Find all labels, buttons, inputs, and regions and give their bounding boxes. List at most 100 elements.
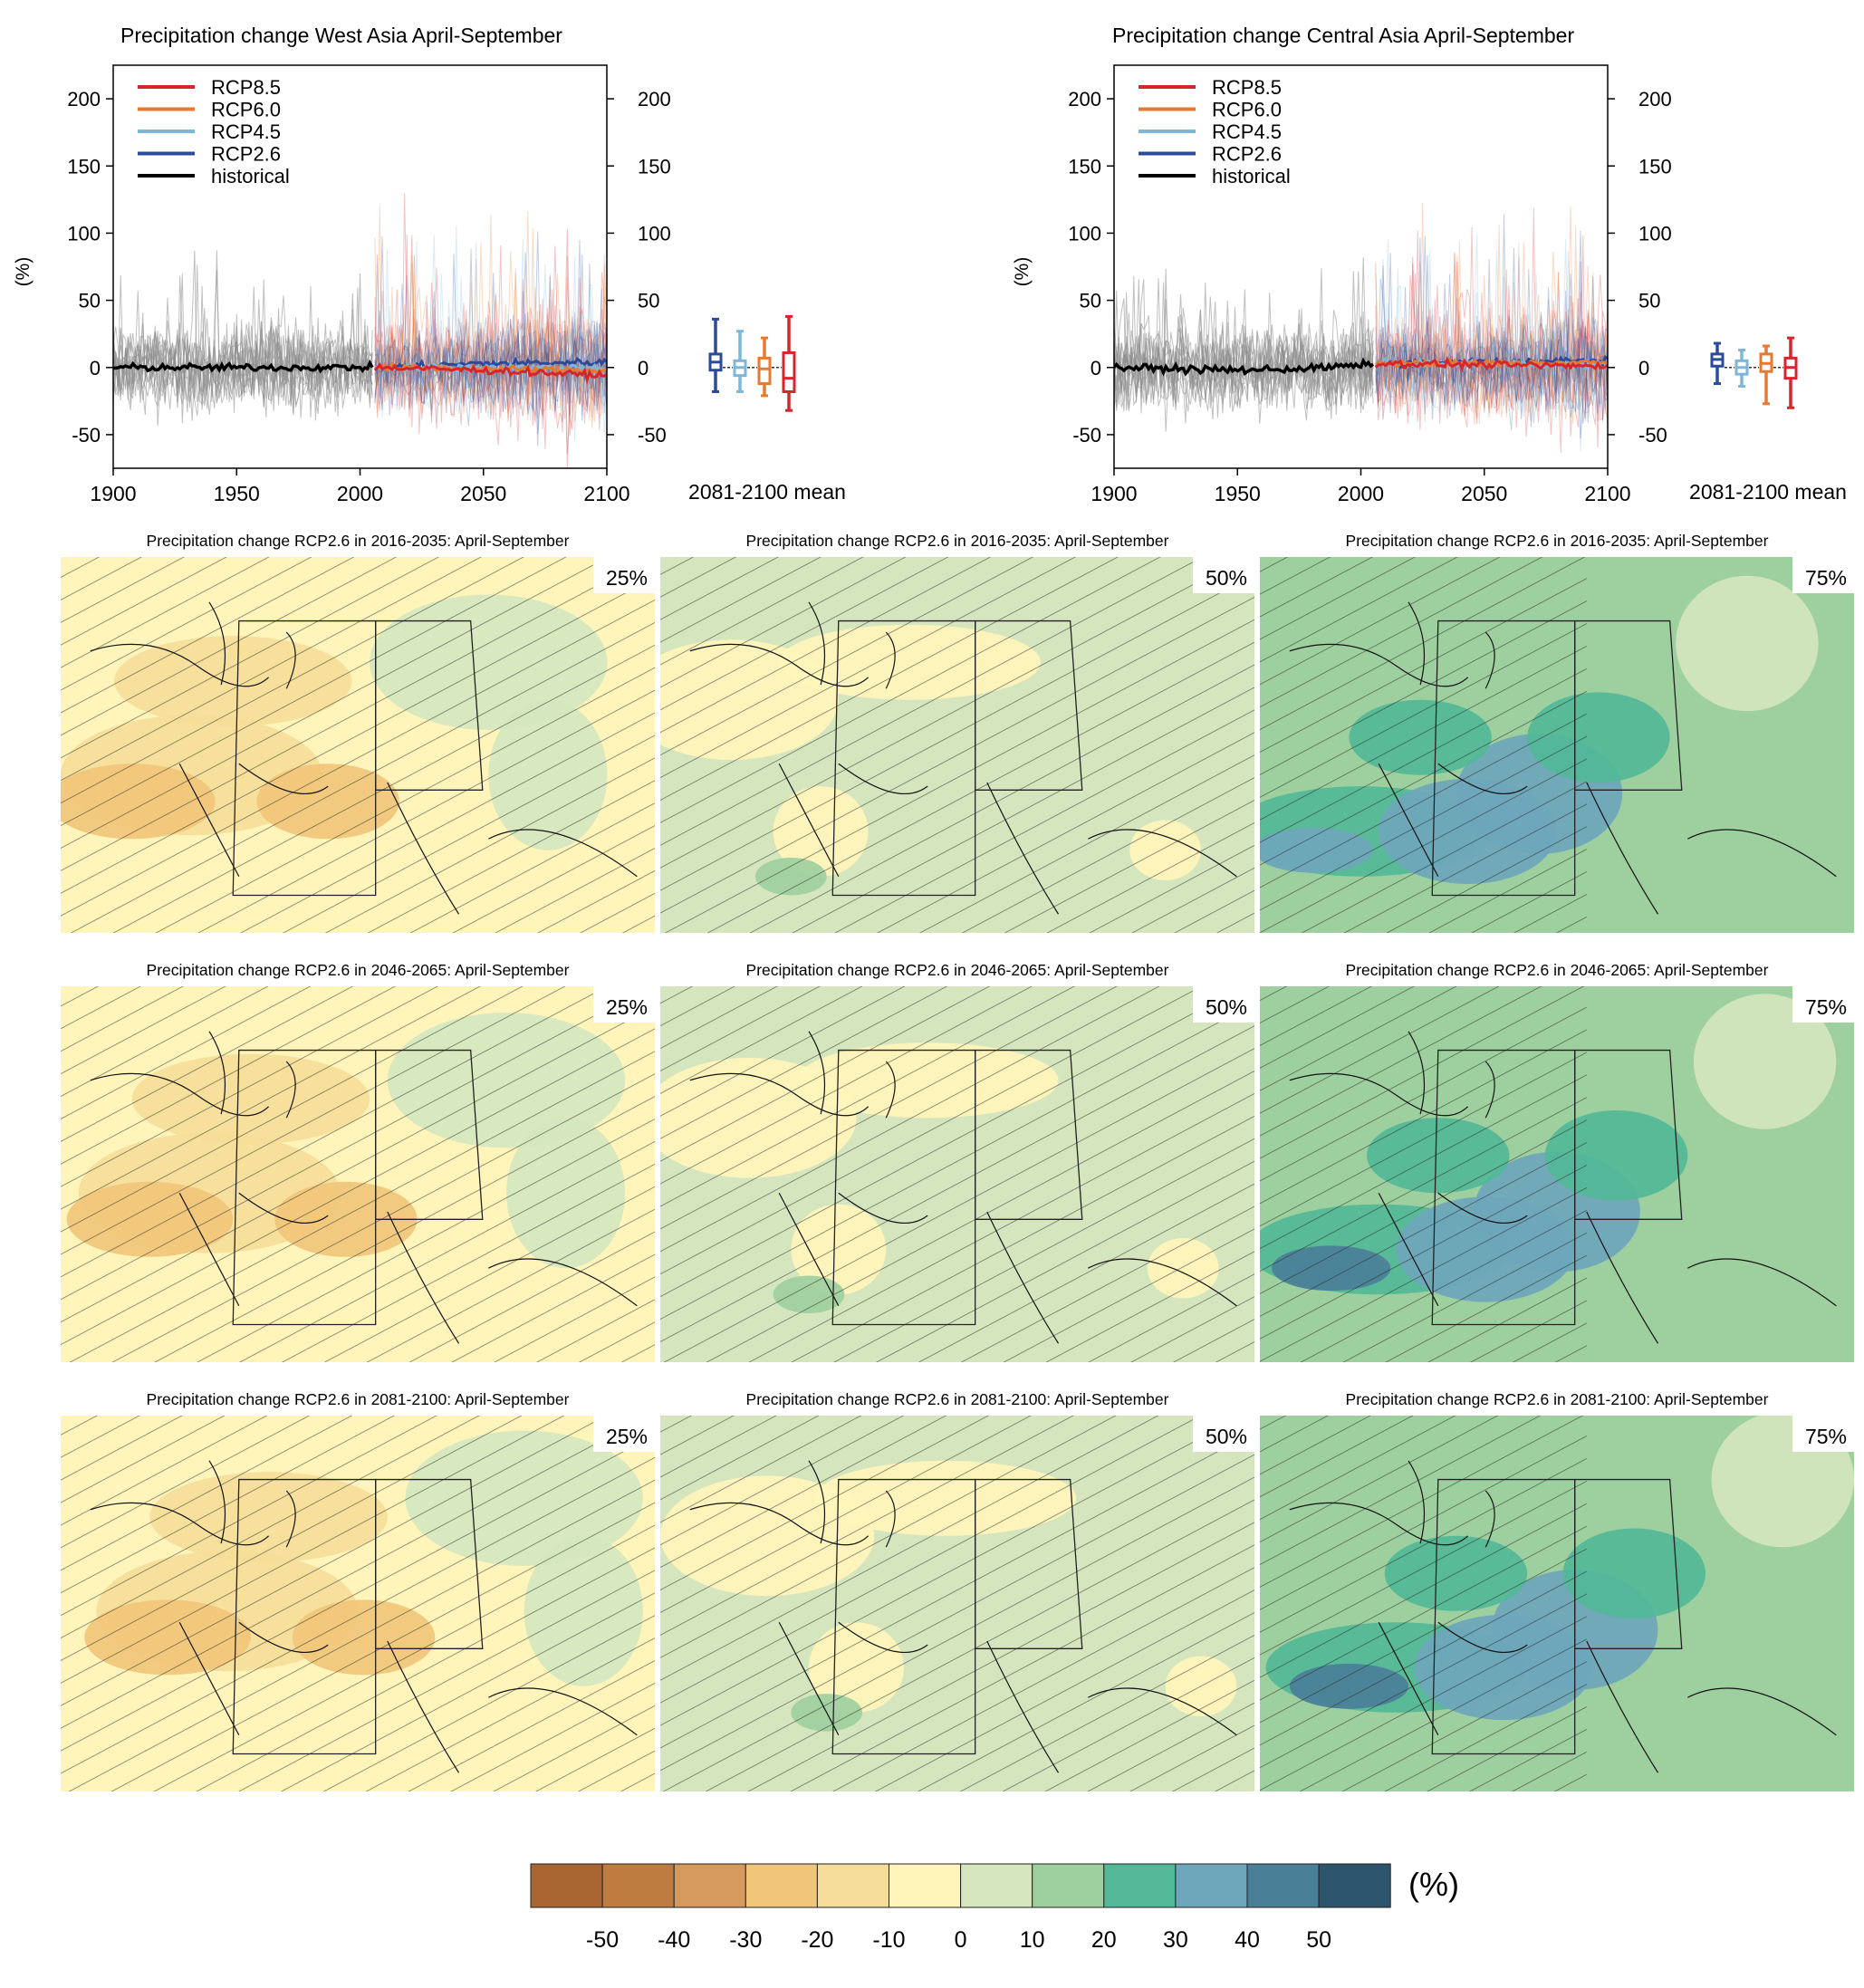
- timeseries-central-asia: Precipitation change Central Asia April-…: [1012, 24, 1847, 505]
- RCP2.6-member-line: [1375, 235, 1608, 420]
- x-tick-label: 2100: [1584, 482, 1630, 505]
- region-box-west-asia: [1431, 619, 1576, 897]
- historical-member-line: [113, 285, 373, 416]
- legend-label: RCP4.5: [211, 120, 281, 143]
- map-panel: Precipitation change RCP2.6 in 2046-2065…: [660, 961, 1254, 1362]
- colorbar-cell: [1318, 1863, 1391, 1908]
- percentile-label-bg: [593, 557, 655, 593]
- map-title: Precipitation change RCP2.6 in 2016-2035…: [746, 532, 1169, 550]
- legend-label: RCP8.5: [1212, 76, 1282, 99]
- colorbar-tick-label: -40: [658, 1927, 690, 1953]
- y-tick-label-right: 50: [638, 290, 659, 312]
- region-box-central-asia: [1574, 1478, 1683, 1649]
- RCP8.5-member-line: [1375, 263, 1608, 421]
- map-title: Precipitation change RCP2.6 in 2046-2065…: [746, 961, 1169, 979]
- RCP2.6-member-line: [374, 235, 607, 418]
- historical-member-line: [113, 325, 373, 418]
- y-tick-label-left: 150: [1068, 155, 1101, 178]
- y-tick-label-left: 200: [1068, 88, 1101, 110]
- coastline: [1289, 601, 1837, 915]
- percentile-label-bg: [1193, 557, 1254, 593]
- map-contour-region: [1676, 575, 1819, 712]
- coastline: [1289, 1460, 1837, 1773]
- x-tick-label: 2000: [1338, 482, 1384, 505]
- RCP8.5-mean-line: [373, 362, 607, 385]
- RCP4.5-member-line: [1375, 234, 1608, 423]
- coastline: [90, 601, 638, 915]
- region-box-west-asia: [1431, 1478, 1576, 1755]
- RCP8.5-member-line: [1375, 256, 1608, 436]
- map-hatching: [1260, 557, 1587, 933]
- region-box-west-asia: [1431, 1049, 1576, 1326]
- map-contour-region: [1693, 994, 1837, 1129]
- historical-mean-line: [1114, 357, 1375, 377]
- RCP8.5-member-line: [1375, 230, 1608, 437]
- y-tick-label-right: 100: [1638, 222, 1672, 245]
- percentile-label: 25%: [606, 1425, 648, 1448]
- y-tick-label-left: 200: [67, 88, 101, 110]
- map-hatching: [61, 557, 655, 933]
- map-field: [660, 557, 1254, 933]
- map-title: Precipitation change RCP2.6 in 2081-2100…: [746, 1390, 1169, 1408]
- RCP8.5-member-line: [1375, 269, 1608, 448]
- colorbar-cell: [673, 1863, 746, 1908]
- colorbar-tick-label: 10: [1020, 1927, 1045, 1953]
- map-hatching: [1260, 1416, 1587, 1791]
- map-field: [660, 1416, 1254, 1791]
- RCP6.0-member-line: [1375, 224, 1608, 416]
- RCP6.0-mean-line: [374, 361, 607, 376]
- colorbar-tick-label: 20: [1091, 1927, 1117, 1953]
- colorbar-tick-label: 30: [1163, 1927, 1188, 1953]
- colorbar-unit: (%): [1408, 1866, 1459, 1903]
- percentile-label-bg: [1792, 557, 1854, 593]
- y-tick-label-right: 150: [1638, 155, 1672, 178]
- historical-member-line: [113, 250, 373, 418]
- RCP4.5-member-line: [374, 235, 607, 435]
- percentile-label: 25%: [606, 566, 648, 590]
- map-panel: Precipitation change RCP2.6 in 2081-2100…: [61, 1390, 655, 1791]
- y-tick-label-left: 100: [1068, 222, 1101, 245]
- region-box-west-asia: [232, 1049, 377, 1326]
- historical-member-line: [1114, 278, 1374, 412]
- region-box-central-asia: [375, 1478, 484, 1649]
- legend-label: RCP2.6: [211, 143, 281, 166]
- ts-title: Precipitation change West Asia April-Sep…: [120, 24, 562, 47]
- coastline: [689, 1460, 1237, 1773]
- percentile-label: 50%: [1206, 995, 1247, 1019]
- y-tick-label-right: 150: [638, 155, 671, 178]
- coastline: [689, 601, 1237, 915]
- y-tick-label-left: 50: [79, 290, 101, 312]
- map-grid: Precipitation change RCP2.6 in 2016-2035…: [61, 532, 1854, 1791]
- map-contour-region: [1562, 1528, 1705, 1619]
- region-box-central-asia: [1574, 619, 1683, 791]
- map-hatching: [61, 986, 655, 1362]
- y-tick-label-right: 50: [1638, 290, 1660, 312]
- y-tick-label-right: 100: [638, 222, 671, 245]
- percentile-label: 75%: [1805, 566, 1847, 590]
- region-box-west-asia: [831, 619, 976, 897]
- region-box-west-asia: [232, 1478, 377, 1755]
- RCP8.5-box: [782, 351, 796, 393]
- map-field: [1260, 1416, 1854, 1791]
- map-panel: Precipitation change RCP2.6 in 2016-2035…: [660, 532, 1254, 933]
- x-tick-label: 1950: [1215, 482, 1261, 505]
- RCP2.6-member-line: [374, 272, 607, 447]
- RCP4.5-member-line: [1375, 243, 1608, 417]
- ts-ensemble: [1114, 202, 1608, 454]
- colorbar-cell: [1103, 1863, 1177, 1908]
- coastline: [689, 1031, 1237, 1344]
- colorbar-cell: [1175, 1863, 1248, 1908]
- RCP4.5-member-line: [374, 260, 607, 420]
- map-field: [61, 986, 655, 1362]
- percentile-label: 50%: [1206, 1425, 1247, 1448]
- RCP6.0-member-line: [374, 214, 607, 422]
- ts-boxplots: [1710, 336, 1798, 409]
- map-field: [660, 986, 1254, 1362]
- percentile-label: 75%: [1805, 995, 1847, 1019]
- coastline: [1289, 1031, 1837, 1344]
- colorbar: (%) -50 -40 -30 -20 -10 0 10 20 30 40 50: [530, 1863, 1459, 1953]
- y-tick-label-right: 0: [638, 357, 649, 379]
- RCP8.5-member-line: [374, 234, 607, 442]
- map-hatching: [660, 1416, 1254, 1791]
